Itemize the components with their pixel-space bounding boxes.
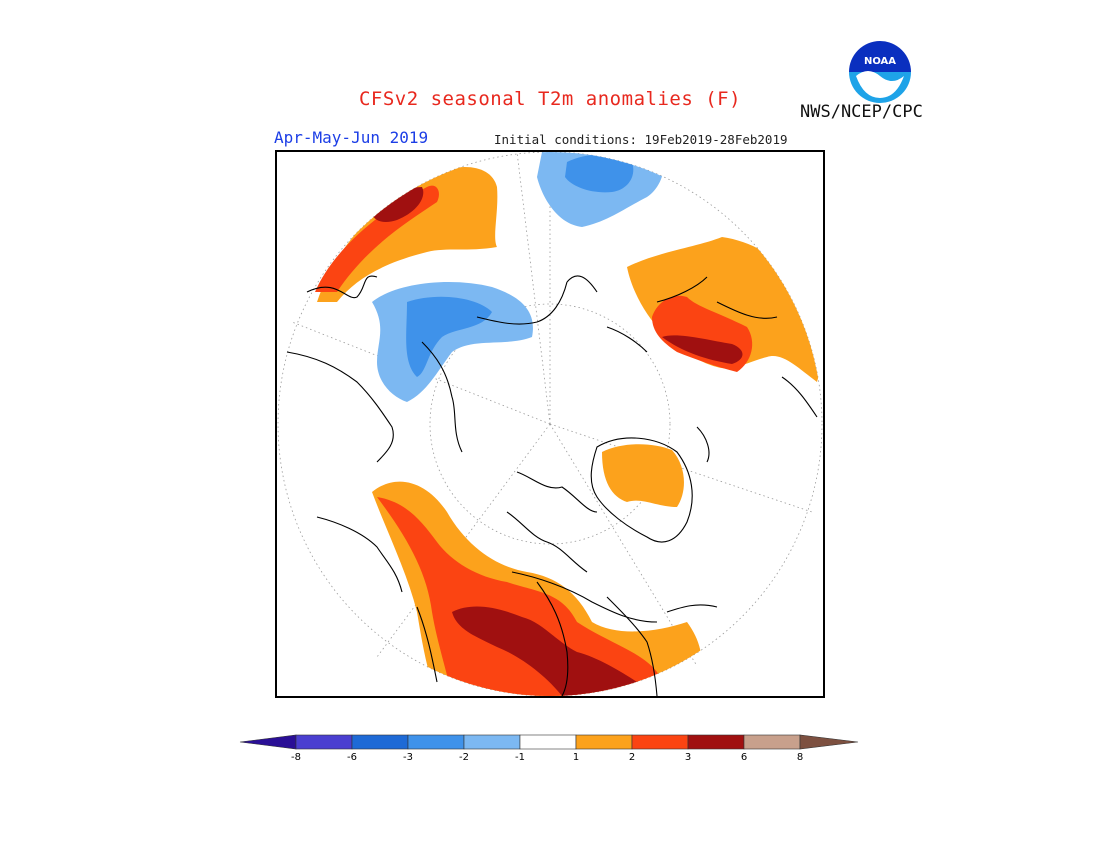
legend-tick-label: -3: [403, 752, 413, 763]
legend-tick-label: -1: [515, 752, 525, 763]
legend-swatch: [295, 734, 353, 750]
legend-tick-label: -6: [347, 752, 357, 763]
forecast-period: Apr-May-Jun 2019: [274, 128, 429, 147]
color-legend: [239, 734, 859, 750]
legend-arrow-low: [239, 734, 297, 750]
legend-tick-label: 8: [796, 752, 804, 763]
legend-tick-label: -2: [459, 752, 469, 763]
anomaly-region-greenland-warm: [602, 444, 684, 507]
agency-label: NWS/NCEP/CPC: [800, 102, 923, 122]
legend-tick-label: 2: [628, 752, 636, 763]
legend-tick-label: 3: [684, 752, 692, 763]
noaa-logo-icon: NOAA: [848, 40, 912, 104]
legend-swatch: [407, 734, 465, 750]
legend-swatch: [743, 734, 801, 750]
map-title: CFSv2 seasonal T2m anomalies (F): [358, 88, 742, 110]
anomaly-region-na-hot: [377, 497, 663, 696]
legend-swatch: [351, 734, 409, 750]
legend-swatch: [575, 734, 633, 750]
polar-map: [275, 150, 825, 698]
coastlines: [286, 275, 818, 696]
legend-swatch: [687, 734, 745, 750]
legend-tick-label: -8: [291, 752, 301, 763]
initial-conditions: Initial conditions: 19Feb2019-28Feb2019: [494, 132, 788, 147]
legend-swatch: [463, 734, 521, 750]
anomaly-region-nw-veryhot: [372, 187, 424, 222]
anomaly-region-ne-veryhot: [662, 335, 743, 364]
anomaly-region-ne-warm: [627, 237, 821, 382]
polar-map-canvas: [277, 152, 823, 696]
legend-arrow-high: [799, 734, 859, 750]
anomaly-region-left-cold: [406, 296, 492, 377]
legend-tick-label: 6: [740, 752, 748, 763]
legend-swatch: [631, 734, 689, 750]
legend-swatch: [519, 734, 577, 750]
svg-text:NOAA: NOAA: [864, 56, 896, 67]
anomaly-region-top-cold: [565, 154, 634, 193]
legend-tick-label: 1: [572, 752, 580, 763]
anomaly-region-nw-warm: [317, 167, 498, 302]
anomaly-region-na-veryhot: [452, 606, 640, 696]
